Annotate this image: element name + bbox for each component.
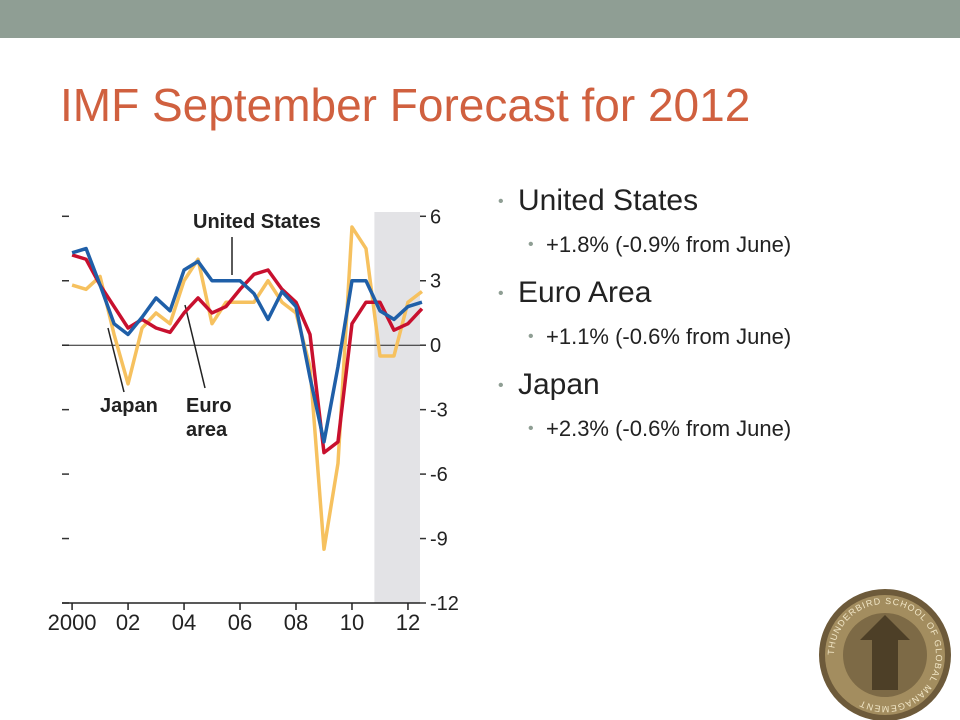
pointer	[184, 304, 206, 389]
sub-bullet: +1.8% (-0.9% from June)	[498, 232, 938, 258]
y-tick-label: 3	[430, 271, 441, 293]
y-tick-label: -12	[430, 593, 459, 615]
logo: THUNDERBIRD SCHOOL OF GLOBAL MANAGEMENT	[819, 589, 951, 720]
annotation: Euro area	[186, 395, 232, 441]
x-tick-label: 10	[340, 610, 364, 635]
x-tick-label: 2000	[48, 610, 97, 635]
slide-title: IMF September Forecast for 2012	[60, 79, 751, 131]
sub-bullet: +2.3% (-0.6% from June)	[498, 416, 938, 442]
bullet: Euro Area	[498, 276, 938, 310]
x-tick-label: 04	[172, 610, 196, 635]
top-bar	[0, 0, 960, 38]
y-tick-label: 0	[430, 335, 441, 357]
bullet: United States	[498, 184, 938, 218]
y-tick-label: -9	[430, 529, 448, 551]
x-tick-label: 02	[116, 610, 140, 635]
y-tick-label: -3	[430, 400, 448, 422]
annotation: United States	[193, 211, 321, 233]
sub-bullet: +1.1% (-0.6% from June)	[498, 324, 938, 350]
y-tick-label: -6	[430, 464, 448, 486]
bullet: Japan	[498, 368, 938, 402]
bullet-list: United States +1.8% (-0.9% from June) Euro…	[498, 184, 938, 460]
series-line	[71, 253, 424, 455]
series-line	[71, 246, 423, 444]
x-tick-label: 06	[228, 610, 252, 635]
x-tick-label: 12	[396, 610, 420, 635]
pointer	[107, 327, 125, 393]
annotation: Japan	[100, 395, 158, 417]
x-tick-label: 08	[284, 610, 308, 635]
forecast-shade	[374, 212, 420, 603]
y-tick-label: 6	[430, 206, 441, 228]
series-line	[71, 225, 424, 552]
